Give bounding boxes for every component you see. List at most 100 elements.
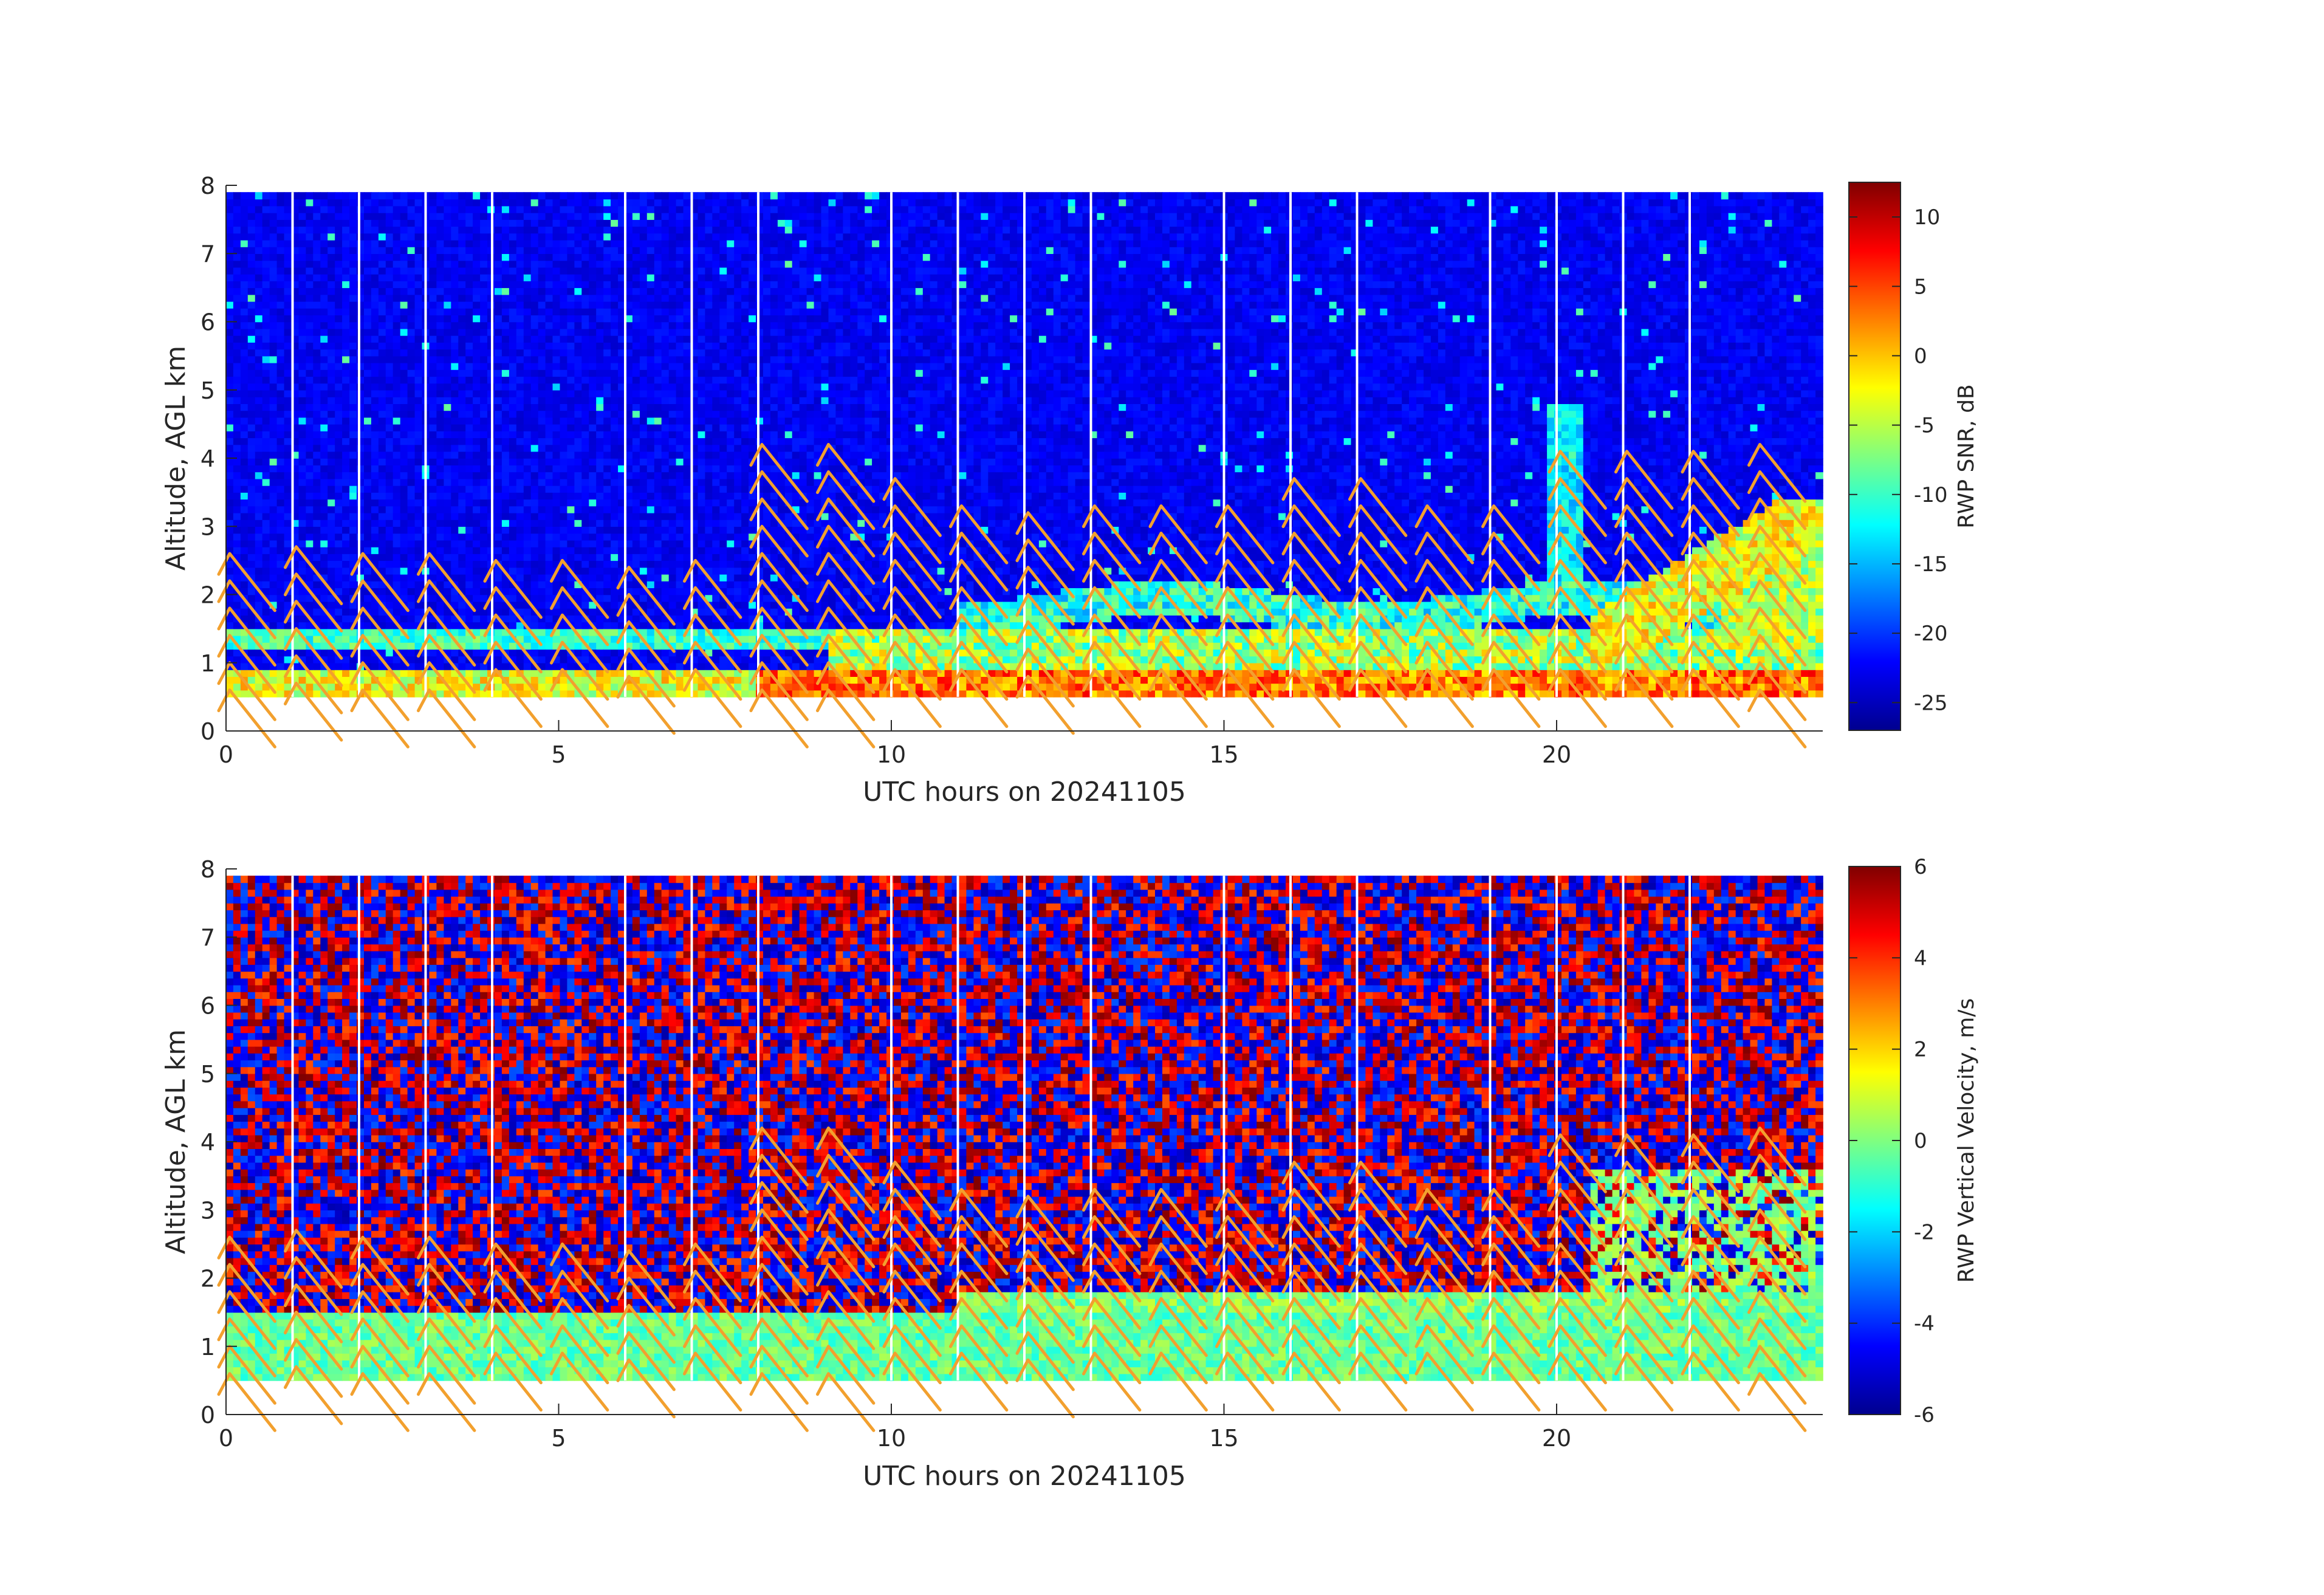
- heatmap-cell: [269, 588, 278, 595]
- heatmap-cell: [465, 472, 473, 479]
- heatmap-cell: [523, 540, 532, 547]
- heatmap-cell: [276, 349, 285, 357]
- heatmap-cell: [654, 574, 662, 581]
- heatmap-cell: [611, 444, 619, 452]
- heatmap-cell: [226, 506, 234, 513]
- heatmap-cell: [611, 328, 619, 336]
- heatmap-cell: [414, 247, 423, 254]
- snr-heatmap: [226, 192, 1823, 698]
- heatmap-cell: [465, 499, 473, 507]
- heatmap-cell: [298, 281, 307, 289]
- heatmap-cell: [371, 253, 379, 261]
- heatmap-cell: [276, 444, 285, 452]
- heatmap-cell: [465, 520, 473, 527]
- heatmap-cell: [639, 499, 648, 507]
- heatmap-cell: [320, 376, 328, 384]
- heatmap-cell: [668, 581, 677, 588]
- heatmap-cell: [349, 205, 357, 213]
- heatmap-cell: [335, 437, 343, 445]
- heatmap-cell: [400, 622, 408, 629]
- heatmap-cell: [712, 683, 720, 691]
- heatmap-cell: [705, 403, 713, 411]
- heatmap-cell: [646, 424, 655, 431]
- heatmap-cell: [414, 342, 423, 350]
- heatmap-cell: [668, 588, 677, 595]
- heatmap-cell: [298, 355, 307, 363]
- heatmap-cell: [255, 424, 263, 431]
- heatmap-cell: [276, 260, 285, 268]
- heatmap-cell: [530, 492, 539, 500]
- heatmap-cell: [581, 465, 589, 473]
- heatmap-cell: [276, 540, 285, 547]
- heatmap-cell: [407, 588, 416, 595]
- heatmap-cell: [349, 512, 357, 520]
- heatmap-cell: [516, 233, 524, 241]
- heatmap-cell: [552, 233, 561, 241]
- heatmap-cell: [276, 328, 285, 336]
- heatmap-cell: [414, 273, 423, 281]
- heatmap-cell: [574, 308, 583, 315]
- heatmap-cell: [705, 492, 713, 500]
- heatmap-cell: [451, 546, 459, 554]
- heatmap-cell: [581, 328, 589, 336]
- heatmap-cell: [327, 226, 335, 234]
- heatmap-cell: [414, 526, 423, 534]
- heatmap-cell: [284, 253, 292, 261]
- heatmap-cell: [306, 226, 314, 234]
- heatmap-cell: [473, 417, 481, 425]
- heatmap-cell: [683, 465, 691, 473]
- heatmap-cell: [530, 506, 539, 513]
- heatmap-cell: [581, 594, 589, 602]
- heatmap-cell: [400, 506, 408, 513]
- heatmap-cell: [473, 369, 481, 377]
- heatmap-cell: [654, 219, 662, 227]
- heatmap-cell: [661, 560, 670, 568]
- heatmap-cell: [603, 622, 611, 629]
- heatmap-cell: [465, 540, 473, 547]
- heatmap-cell: [654, 376, 662, 384]
- heatmap-cell: [523, 376, 532, 384]
- heatmap-cell: [589, 526, 597, 534]
- heatmap-cell: [298, 492, 307, 500]
- heatmap-cell: [589, 212, 597, 220]
- heatmap-cell: [646, 499, 655, 507]
- heatmap-cell: [473, 594, 481, 602]
- heatmap-cell: [320, 219, 328, 227]
- heatmap-cell: [596, 424, 604, 431]
- heatmap-cell: [473, 512, 481, 520]
- heatmap-cell: [233, 253, 241, 261]
- heatmap-cell: [698, 233, 706, 241]
- heatmap-cell: [480, 369, 488, 377]
- heatmap-cell: [654, 281, 662, 289]
- heatmap-cell: [530, 444, 539, 452]
- heatmap-cell: [444, 635, 452, 643]
- heatmap-cell: [495, 397, 502, 404]
- heatmap-cell: [284, 383, 292, 391]
- heatmap-cell: [530, 533, 539, 541]
- heatmap-cell: [611, 273, 619, 281]
- heatmap-cell: [378, 212, 386, 220]
- heatmap-cell: [233, 239, 241, 247]
- heatmap-cell: [414, 437, 423, 445]
- heatmap-cell: [429, 247, 437, 254]
- heatmap-cell: [538, 622, 546, 629]
- heatmap-cell: [444, 349, 452, 357]
- heatmap-cell: [538, 397, 546, 404]
- heatmap-cell: [255, 437, 263, 445]
- heatmap-cell: [306, 485, 314, 493]
- heatmap-cell: [495, 410, 502, 418]
- heatmap-cell: [574, 383, 583, 391]
- heatmap-cell: [596, 410, 604, 418]
- heatmap-cell: [378, 247, 386, 254]
- heatmap-cell: [596, 485, 604, 493]
- heatmap-cell: [392, 260, 401, 268]
- heatmap-cell: [698, 533, 706, 541]
- heatmap-cell: [661, 485, 670, 493]
- heatmap-cell: [480, 226, 488, 234]
- heatmap-cell: [530, 308, 539, 315]
- heatmap-cell: [255, 226, 263, 234]
- heatmap-cell: [676, 335, 684, 343]
- heatmap-cell: [320, 594, 328, 602]
- heatmap-cell: [516, 267, 524, 275]
- heatmap-cell: [298, 383, 307, 391]
